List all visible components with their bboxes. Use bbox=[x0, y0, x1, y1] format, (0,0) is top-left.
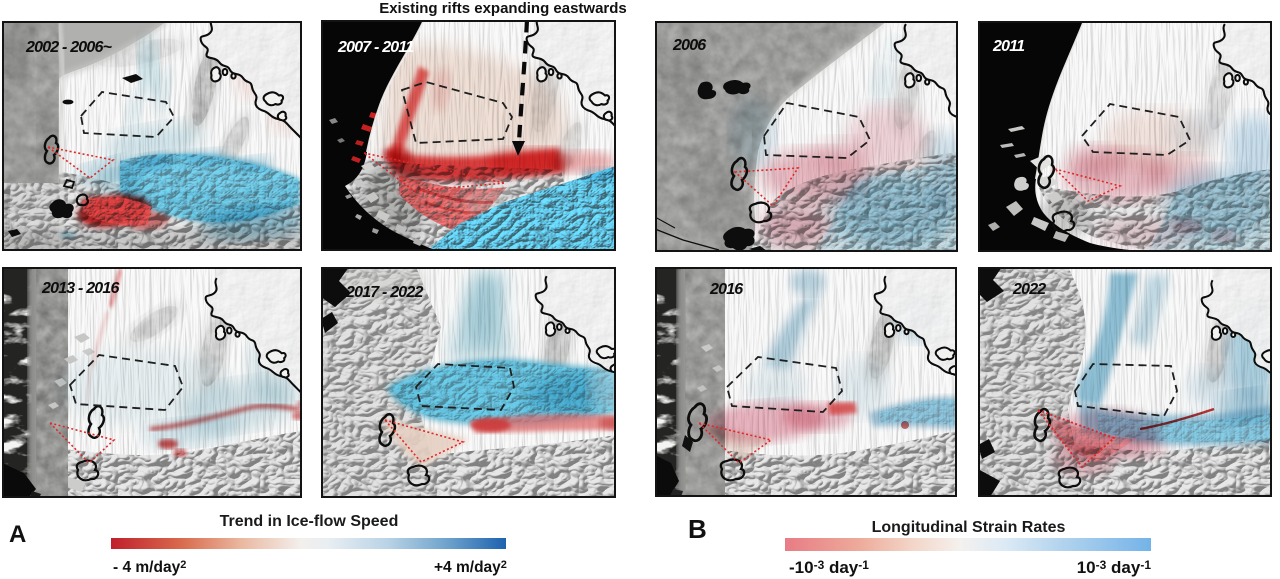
svg-text:2016: 2016 bbox=[709, 281, 743, 298]
svg-text:2022: 2022 bbox=[1012, 281, 1046, 298]
svg-text:2013 - 2016: 2013 - 2016 bbox=[41, 280, 120, 297]
svg-text:2007 - 2011: 2007 - 2011 bbox=[337, 39, 414, 56]
svg-text:2017 - 2022: 2017 - 2022 bbox=[345, 284, 424, 301]
svg-text:2006: 2006 bbox=[672, 37, 706, 54]
svg-text:2002 - 2006~: 2002 - 2006~ bbox=[25, 39, 113, 56]
svg-text:2011: 2011 bbox=[992, 38, 1025, 55]
